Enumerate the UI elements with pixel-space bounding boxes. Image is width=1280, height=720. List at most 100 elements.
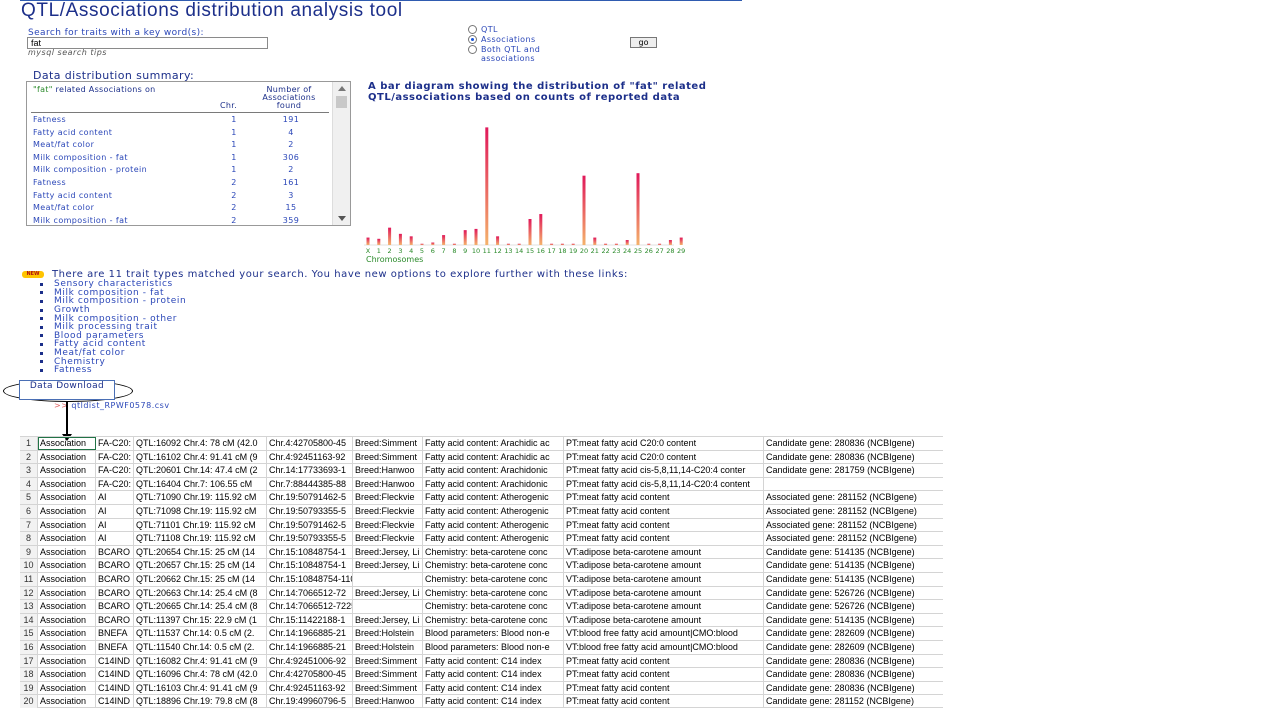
bar-chr-7[interactable] <box>442 235 446 245</box>
scroll-thumb[interactable] <box>336 96 347 108</box>
sheet-cell[interactable]: Association <box>38 695 96 709</box>
sheet-cell[interactable]: QTL:71108 Chr.19: 115.92 cM <box>134 532 267 546</box>
sheet-cell[interactable]: Candidate gene: 514135 (NCBIgene) <box>766 560 915 571</box>
sheet-cell[interactable]: Chr.19:49960796-5 <box>267 695 353 709</box>
search-input[interactable] <box>27 37 268 49</box>
bar-chr-11[interactable] <box>485 127 489 245</box>
sheet-cell[interactable]: FA-C20: <box>96 437 134 450</box>
sheet-cell[interactable]: Breed:Jersey, Li <box>353 613 423 627</box>
bar-chr-4[interactable] <box>409 236 413 245</box>
sheet-cell[interactable]: PT:meat fatty acid cis-5,8,11,14-C20:4 c… <box>564 477 764 491</box>
sheet-cell[interactable]: Breed:Fleckvie <box>353 532 423 546</box>
sheet-cell[interactable]: Breed:Holstein <box>353 640 423 654</box>
trait-link-text[interactable]: Sensory characteristics <box>54 279 173 290</box>
sheet-cell[interactable]: Association <box>38 518 96 532</box>
bar-chr-20[interactable] <box>582 175 586 245</box>
sheet-cell[interactable]: Candidate gene: 514135 (NCBIgene) <box>766 573 915 584</box>
sheet-cell[interactable]: Chr.15:10848754-11003736 bp <box>267 572 353 586</box>
sheet-cell[interactable]: PT:meat fatty acid content <box>564 695 764 709</box>
trait-link-item[interactable]: Fatness <box>40 365 186 376</box>
bar-chr-22[interactable] <box>604 243 608 245</box>
sheet-cell[interactable]: Chr.4:92451163-92 <box>267 681 353 695</box>
trait-link-text[interactable]: Fatty acid content <box>54 339 146 350</box>
sheet-cell[interactable]: QTL:20657 Chr.15: 25 cM (14 <box>134 559 267 573</box>
sheet-cell[interactable]: Association <box>38 600 96 614</box>
radio-qtl[interactable]: QTL <box>468 25 588 34</box>
sheet-cell[interactable]: Chemistry: beta-carotene conc <box>423 545 564 559</box>
sheet-cell[interactable]: Candidate gene: 280836 (NCBIgene) <box>766 451 915 462</box>
sheet-cell[interactable]: BCARO <box>96 559 134 573</box>
sheet-cell[interactable]: Associated gene: 281152 (NCBIgene) <box>766 505 917 516</box>
sheet-cell[interactable]: AI <box>96 532 134 546</box>
sheet-cell[interactable]: Candidate gene: 281152 (NCBIgene) <box>766 696 914 707</box>
sheet-cell[interactable]: Association <box>38 640 96 654</box>
sheet-cell[interactable]: Chemistry: beta-carotene conc <box>423 586 564 600</box>
sheet-cell[interactable]: Fatty acid content: Atherogenic <box>423 518 564 532</box>
sheet-cell[interactable]: QTL:16096 Chr.4: 78 cM (42.0 <box>134 668 267 682</box>
sheet-cell[interactable]: Blood parameters: Blood non-e <box>423 640 564 654</box>
scroll-down-icon[interactable] <box>338 216 346 221</box>
sheet-cell[interactable]: Chr.14:7066512-72 <box>267 586 353 600</box>
bar-chr-27[interactable] <box>658 243 662 245</box>
sheet-cell[interactable]: Chr.14:17733693-1 <box>267 464 353 478</box>
bar-chr-29[interactable] <box>679 237 683 245</box>
sheet-cell[interactable]: Breed:Holstein <box>353 627 423 641</box>
bar-chr-18[interactable] <box>560 243 564 245</box>
sheet-cell[interactable]: QTL:16103 Chr.4: 91.41 cM (9 <box>134 681 267 695</box>
sheet-cell[interactable]: Chr.4:92451163-92 <box>267 450 353 464</box>
bar-chr-1[interactable] <box>377 238 381 245</box>
sheet-cell[interactable]: VT:adipose beta-carotene amount <box>564 613 764 627</box>
sheet-cell[interactable]: Chr.4:92451006-92 <box>267 654 353 668</box>
sheet-cell[interactable]: Association <box>38 627 96 641</box>
sheet-cell[interactable]: C14IND <box>96 695 134 709</box>
sheet-cell[interactable]: QTL:16102 Chr.4: 91.41 cM (9 <box>134 450 267 464</box>
sheet-cell[interactable]: FA-C20: <box>96 477 134 491</box>
sheet-cell[interactable] <box>764 478 943 491</box>
sheet-cell[interactable]: Breed:Simment <box>353 437 423 450</box>
trait-link-text[interactable]: Chemistry <box>54 356 106 367</box>
sheet-cell[interactable]: Association <box>38 681 96 695</box>
summary-scrollbar[interactable] <box>332 82 350 225</box>
sheet-cell[interactable]: Association <box>38 545 96 559</box>
sheet-cell[interactable]: Chemistry: beta-carotene conc <box>423 613 564 627</box>
sheet-cell[interactable]: Breed:Simment <box>353 450 423 464</box>
sheet-cell[interactable]: C14IND <box>96 654 134 668</box>
sheet-cell[interactable]: Breed:Simment <box>353 654 423 668</box>
trait-link-item[interactable]: Chemistry <box>40 356 186 367</box>
radio-button-selected[interactable] <box>468 35 477 44</box>
sheet-cell[interactable]: VT:adipose beta-carotene amount <box>564 545 764 559</box>
sheet-cell[interactable]: QTL:71098 Chr.19: 115.92 cM <box>134 504 267 518</box>
trait-link-text[interactable]: Blood parameters <box>54 330 145 341</box>
sheet-cell[interactable]: VT:adipose beta-carotene amount <box>564 559 764 573</box>
sheet-cell[interactable]: Chr.15:10848754-1 <box>267 545 353 559</box>
sheet-cell[interactable]: QTL:20662 Chr.15: 25 cM (14 <box>134 572 267 586</box>
sheet-cell[interactable]: QTL:20654 Chr.15: 25 cM (14 <box>134 545 267 559</box>
sheet-cell[interactable]: Association <box>38 613 96 627</box>
sheet-cell[interactable]: Candidate gene: 281759 (NCBIgene) <box>766 465 915 476</box>
data-download-button[interactable]: Data Download <box>19 380 115 400</box>
bar-chr-19[interactable] <box>571 243 575 245</box>
sheet-cell[interactable]: Breed:Hanwoo <box>353 695 423 709</box>
sheet-cell[interactable]: Chr.19:50793355-5 <box>267 532 353 546</box>
bar-chr-26[interactable] <box>647 243 651 245</box>
sheet-cell[interactable]: QTL:71090 Chr.19: 115.92 cM <box>134 491 267 505</box>
sheet-cell[interactable]: Association <box>38 532 96 546</box>
sheet-cell[interactable]: Breed:Fleckvie <box>353 491 423 505</box>
sheet-cell[interactable]: C14IND <box>96 668 134 682</box>
sheet-cell[interactable]: PT:meat fatty acid cis-5,8,11,14-C20:4 c… <box>564 464 764 478</box>
sheet-cell[interactable]: FA-C20: <box>96 450 134 464</box>
bar-chr-28[interactable] <box>668 240 672 245</box>
bar-chr-3[interactable] <box>398 233 402 245</box>
sheet-cell[interactable]: Breed:Hanwoo <box>353 464 423 478</box>
sheet-cell[interactable]: PT:meat fatty acid C20:0 content <box>564 450 764 464</box>
sheet-cell[interactable] <box>353 572 423 586</box>
mysql-search-tips-link[interactable]: mysql search tips <box>28 48 107 57</box>
sheet-cell[interactable]: Fatty acid content: C14 index <box>423 681 564 695</box>
sheet-cell[interactable]: VT:adipose beta-carotene amount <box>564 600 764 614</box>
sheet-cell[interactable]: Chemistry: beta-carotene conc <box>423 600 564 614</box>
sheet-cell[interactable]: Breed:Hanwoo <box>353 477 423 491</box>
trait-link-text[interactable]: Meat/fat color <box>54 348 126 359</box>
bar-chr-12[interactable] <box>496 236 500 245</box>
sheet-cell[interactable]: Fatty acid content: C14 index <box>423 654 564 668</box>
trait-link-text[interactable]: Fatness <box>54 365 93 376</box>
